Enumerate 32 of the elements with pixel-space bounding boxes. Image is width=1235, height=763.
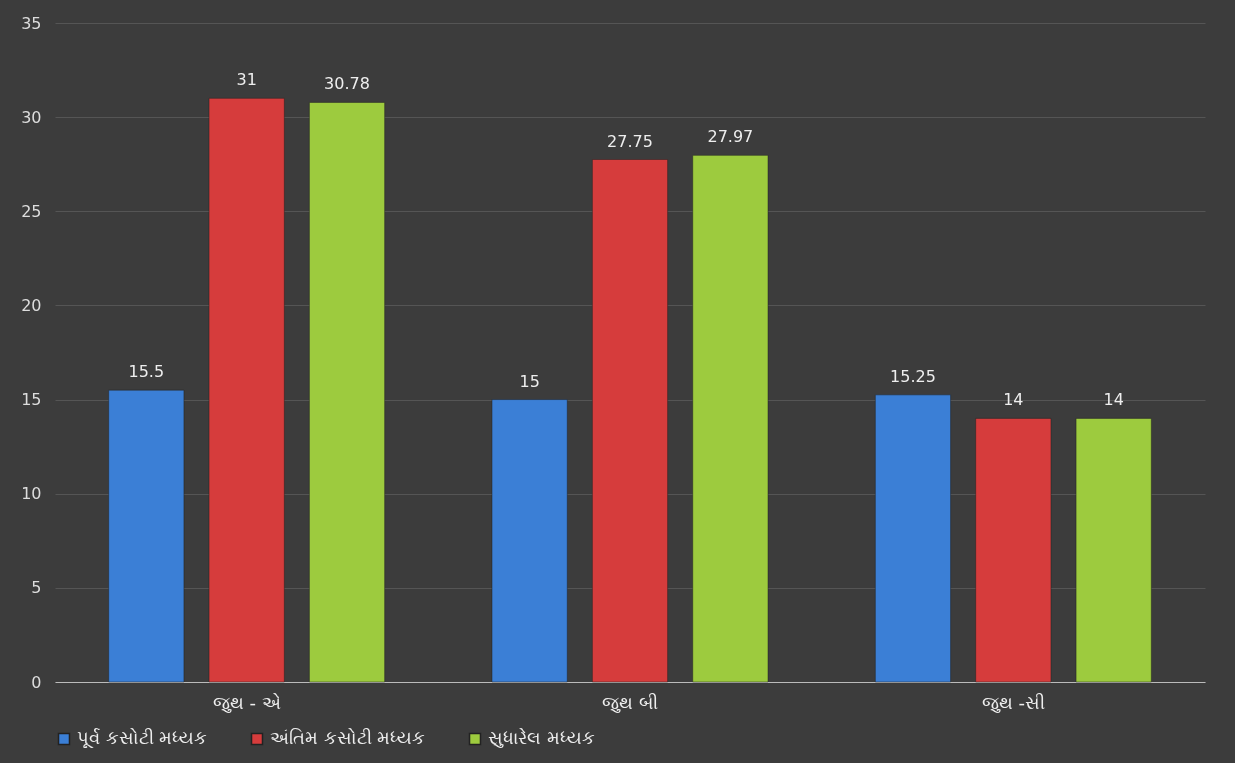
bar — [975, 418, 1052, 683]
data-label: 27.75 — [607, 131, 653, 151]
x-tick-label: જુથ -સી — [981, 691, 1045, 713]
y-tick-label: 10 — [21, 484, 42, 504]
y-tick-label: 30 — [21, 107, 42, 127]
data-label: 14 — [1003, 390, 1024, 410]
bar — [491, 399, 568, 683]
data-label: 15.25 — [890, 366, 936, 386]
legend-label: અંતિમ કસોટી મધ્યક — [270, 727, 426, 748]
y-tick-label: 35 — [21, 13, 42, 33]
y-tick-label: 15 — [21, 390, 42, 410]
legend-label: સુધારેલ મધ્યક — [488, 727, 595, 748]
data-label: 15 — [519, 371, 540, 391]
data-label: 31 — [236, 70, 257, 90]
bar — [692, 155, 769, 683]
y-tick-label: 5 — [31, 578, 42, 598]
bar — [592, 159, 668, 683]
x-tick-label: જુથ બી — [602, 691, 658, 713]
bar — [108, 389, 185, 683]
bar — [1075, 418, 1152, 683]
bar — [309, 102, 385, 683]
data-label: 30.78 — [324, 74, 370, 94]
y-tick-label: 25 — [21, 201, 42, 221]
x-tick-label: જુથ - એ — [212, 691, 281, 713]
bar — [208, 98, 285, 683]
data-label: 14 — [1103, 390, 1124, 410]
y-tick-label: 20 — [21, 295, 42, 315]
data-label: 15.5 — [128, 362, 165, 382]
legend-label: પૂર્વ કસોટી મધ્યક — [77, 727, 208, 748]
bar — [875, 394, 951, 683]
y-tick-label: 0 — [31, 672, 42, 692]
data-label: 27.97 — [707, 127, 754, 147]
